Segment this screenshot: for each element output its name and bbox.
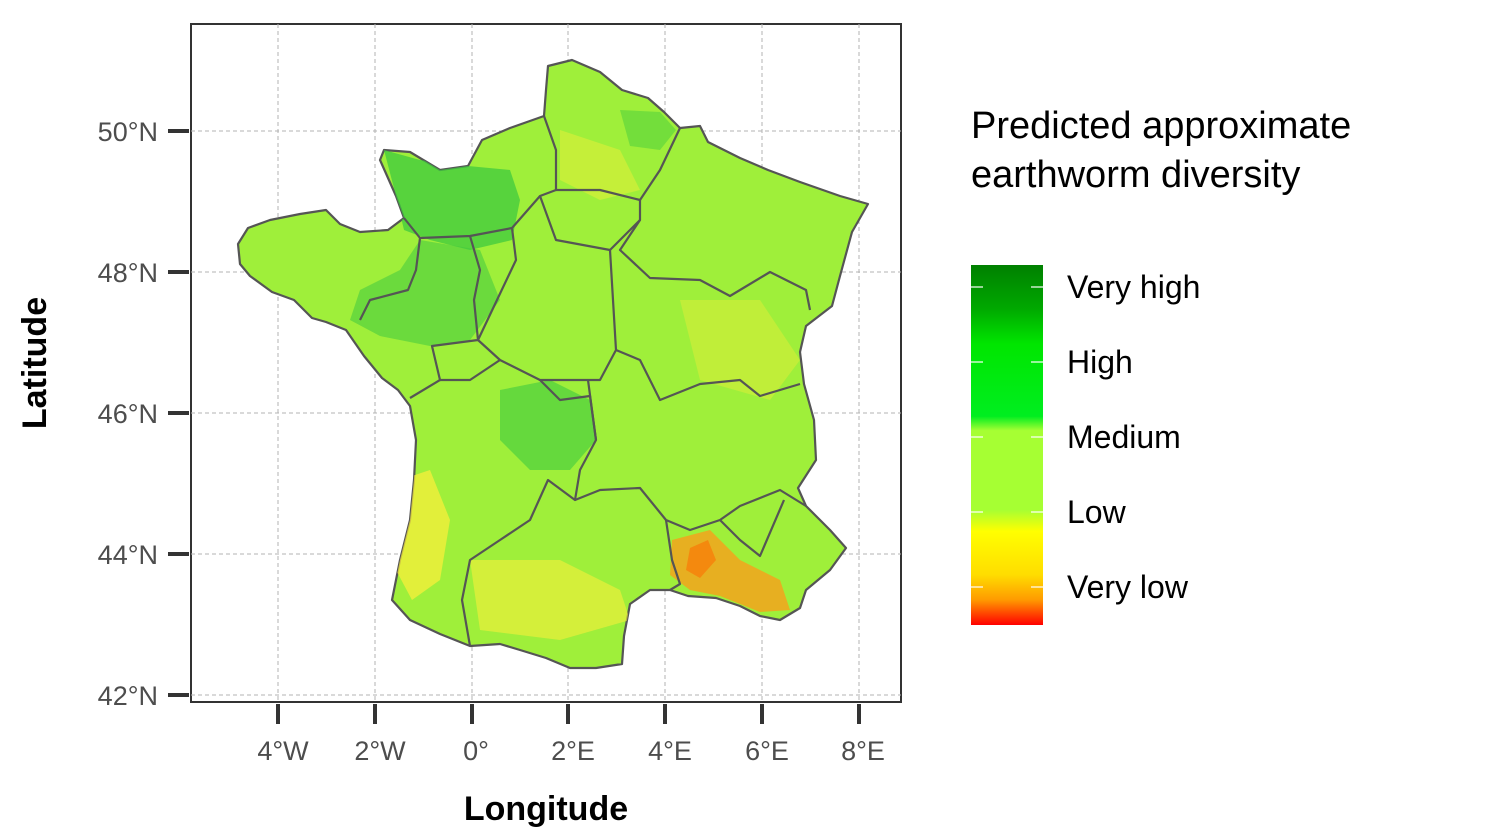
y-tick-label: 50°N [98, 117, 158, 147]
region-border-hauts-de-france [542, 115, 681, 202]
legend-title-line1: Predicted approximate [971, 105, 1351, 147]
x-tick-label: 6°E [745, 736, 789, 766]
region-border-occitanie [664, 519, 682, 591]
x-tick-label: 2°W [354, 736, 406, 766]
legend-label-very-low: Very low [1067, 569, 1189, 605]
region-border-grand-est [618, 219, 812, 311]
x-tick-label: 4°E [648, 736, 692, 766]
very-low-zone-rhone [686, 540, 716, 578]
legend-title-line2: earthworm diversity [971, 154, 1300, 196]
x-tick-label: 4°W [257, 736, 309, 766]
x-tick-label: 0° [463, 736, 489, 766]
region-border-paca [719, 499, 786, 558]
high-zone-northwest [384, 150, 520, 250]
france-outline [236, 58, 870, 670]
x-axis-title: Longitude [464, 790, 628, 828]
y-tick-label: 48°N [98, 258, 158, 288]
y-tick-label: 42°N [98, 681, 158, 711]
legend-label-high: High [1067, 344, 1133, 380]
x-axis: 4°W 2°W 0° 2°E 4°E 6°E 8°E [257, 704, 885, 766]
y-axis-title: Latitude [16, 297, 54, 429]
x-tick-label: 8°E [841, 736, 885, 766]
high-zone-north [620, 110, 676, 150]
y-axis: 42°N 44°N 46°N 48°N 50°N [98, 117, 189, 711]
legend-colorbar-ticks [971, 286, 1043, 588]
region-border-auvergne [574, 379, 807, 532]
france-map [236, 58, 870, 670]
legend: Predicted approximate earthworm diversit… [971, 105, 1351, 625]
x-tick-label: 2°E [551, 736, 595, 766]
region-border-brittany [359, 237, 422, 321]
region-border-normandy [403, 188, 557, 240]
legend-label-low: Low [1067, 494, 1127, 530]
high-zone-massif-central [500, 380, 596, 470]
region-border-nouvelle-aquitaine [440, 359, 598, 647]
low-zone-east [680, 300, 800, 400]
region-border-centre [476, 227, 618, 382]
y-tick-label: 44°N [98, 540, 158, 570]
region-border-bourgogne [615, 348, 801, 402]
legend-colorbar [971, 265, 1043, 625]
low-zone-south [470, 560, 630, 640]
legend-label-very-high: Very high [1067, 269, 1200, 305]
y-tick-label: 46°N [98, 399, 158, 429]
low-zone-north-plain [560, 130, 640, 200]
legend-label-medium: Medium [1067, 419, 1181, 455]
region-borders [359, 115, 812, 647]
high-zone-brittany-loire [350, 240, 500, 346]
diversity-raster [350, 110, 800, 640]
